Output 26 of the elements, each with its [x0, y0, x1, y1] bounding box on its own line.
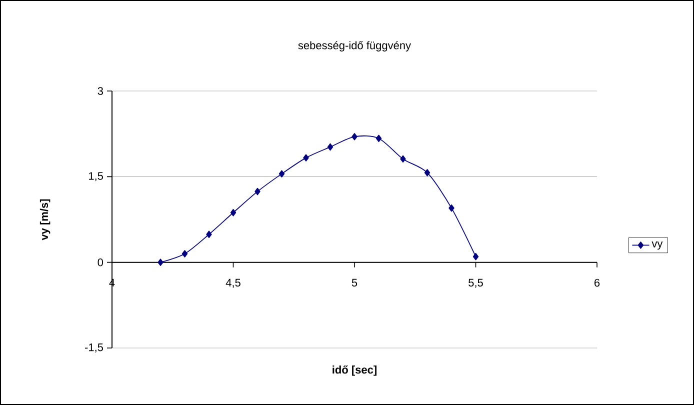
legend-label: vy	[652, 242, 663, 250]
x-tick-label: 5	[352, 278, 358, 287]
x-tick-label: 4,5	[226, 278, 240, 288]
point	[472, 252, 479, 260]
point	[303, 154, 309, 162]
point	[448, 204, 454, 212]
point	[206, 230, 212, 238]
point	[376, 134, 382, 142]
x-axis-title: idő [sec]	[332, 366, 376, 376]
point	[424, 169, 430, 176]
point	[327, 143, 334, 151]
point	[230, 209, 236, 216]
y-tick-label: 3	[98, 87, 103, 95]
chart-title: sebesség-idő függvény	[298, 41, 412, 52]
point	[352, 133, 358, 140]
y-axis-title: vy [m/s]	[40, 199, 50, 240]
y-tick-label: -1,5	[85, 344, 103, 352]
point	[254, 188, 260, 196]
y-tick-label: 1,5	[89, 172, 103, 182]
y-tick-label: 0	[98, 258, 104, 266]
point	[278, 170, 285, 178]
x-tick-label: 5,5	[468, 278, 483, 288]
point	[182, 250, 188, 258]
x-tick-label: 6	[594, 278, 600, 287]
point	[400, 155, 406, 163]
point	[158, 258, 164, 266]
